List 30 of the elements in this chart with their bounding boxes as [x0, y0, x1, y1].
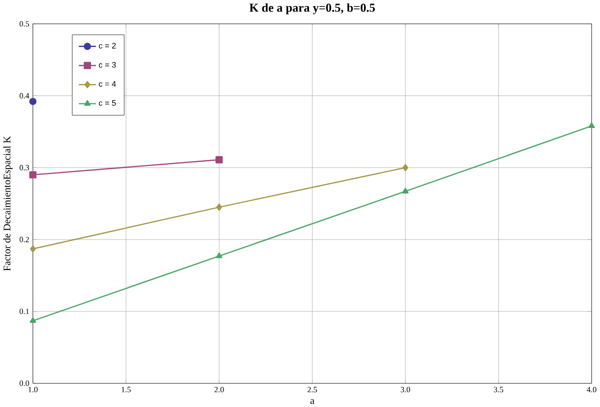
point [30, 245, 36, 252]
y-tick-label: 0.2 [20, 236, 29, 242]
x-tick-label: 4.0 [586, 386, 596, 392]
legend-label: c = 5 [98, 100, 116, 106]
y-tick-label: 0.1 [20, 308, 29, 314]
x-tick-label: 3.5 [494, 386, 504, 392]
y-tick-label: 0.0 [20, 380, 30, 386]
y-axis-title: Factor de DecaimientoEspacial K [3, 136, 12, 271]
x-tick-label: 2.5 [308, 386, 317, 392]
point [30, 316, 36, 323]
x-tick-label: 2.0 [214, 386, 224, 392]
x-tick-label: 1.0 [28, 386, 38, 392]
chart-title: K de a para y=0.5, b=0.5 [249, 3, 375, 14]
point [216, 156, 223, 164]
point [216, 203, 222, 211]
legend-label: c = 3 [98, 62, 116, 68]
x-tick-label: 1.5 [122, 386, 131, 392]
point [588, 122, 595, 128]
point [216, 252, 222, 258]
x-tick-label: 3.0 [400, 386, 410, 392]
y-tick-label: 0.5 [20, 20, 30, 26]
x-axis-title: a [310, 399, 314, 404]
point [29, 98, 37, 105]
point [29, 171, 37, 178]
legend-label: c = 4 [98, 80, 116, 87]
y-tick-label: 0.3 [20, 164, 30, 170]
point [402, 188, 409, 194]
y-tick-label: 0.4 [20, 92, 30, 98]
legend-label: c = 2 [98, 42, 116, 48]
point [402, 164, 408, 172]
